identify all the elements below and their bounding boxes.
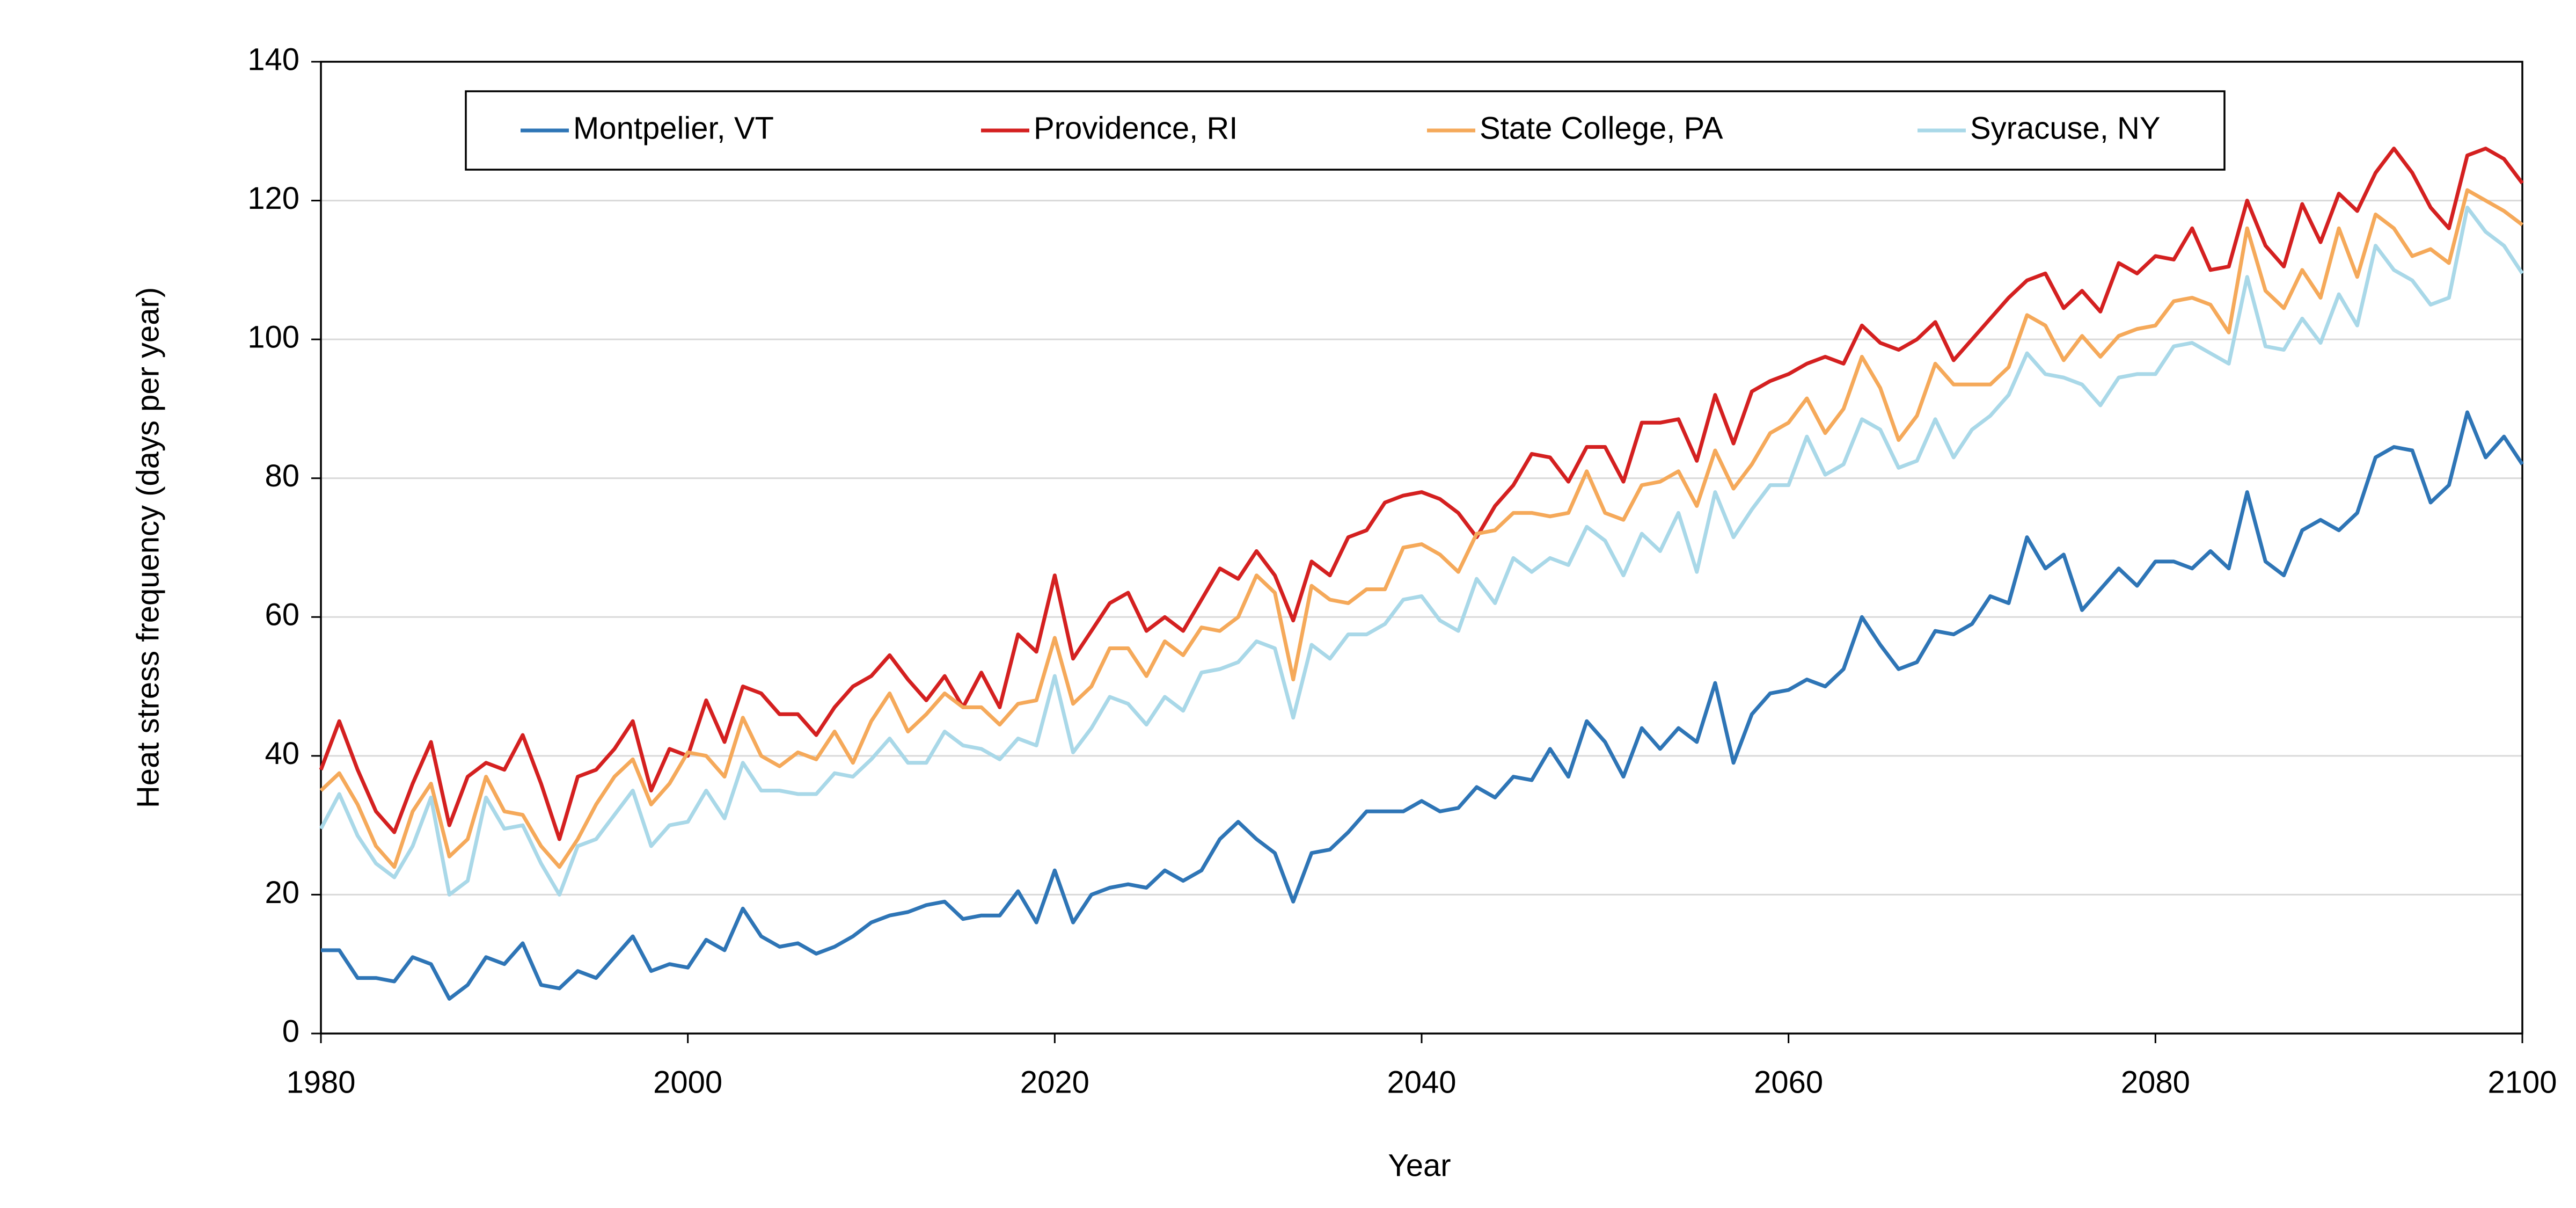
y-tick-label: 140 [247,42,299,77]
y-axis-title: Heat stress frequency (days per year) [130,287,165,808]
x-tick-label: 2040 [1387,1065,1456,1100]
y-tick-label: 120 [247,181,299,216]
y-tick-label: 40 [265,736,299,771]
y-tick-label: 60 [265,598,299,632]
legend-label: Providence, RI [1034,111,1238,145]
x-tick-label: 2080 [2121,1065,2190,1100]
legend-label: Syracuse, NY [1970,111,2161,145]
x-axis-title: Year [1388,1148,1451,1183]
series-line [319,147,2524,841]
x-tick-label: 2100 [2487,1065,2557,1100]
x-tick-label: 2000 [653,1065,722,1100]
series-line [321,410,2524,1001]
y-tick-label: 100 [247,319,299,354]
plot-frame [320,61,2523,1035]
series-line [319,188,2524,869]
y-tick-label: 0 [282,1014,299,1049]
legend-label: State College, PA [1480,111,1723,145]
y-tick-label: 20 [265,875,299,910]
x-tick-label: 2060 [1754,1065,1823,1100]
x-tick-label: 2020 [1020,1065,1089,1100]
legend-label: Montpelier, VT [573,111,774,145]
series-line [319,206,2524,897]
y-tick-label: 80 [265,459,299,493]
x-tick-label: 1980 [286,1065,355,1100]
